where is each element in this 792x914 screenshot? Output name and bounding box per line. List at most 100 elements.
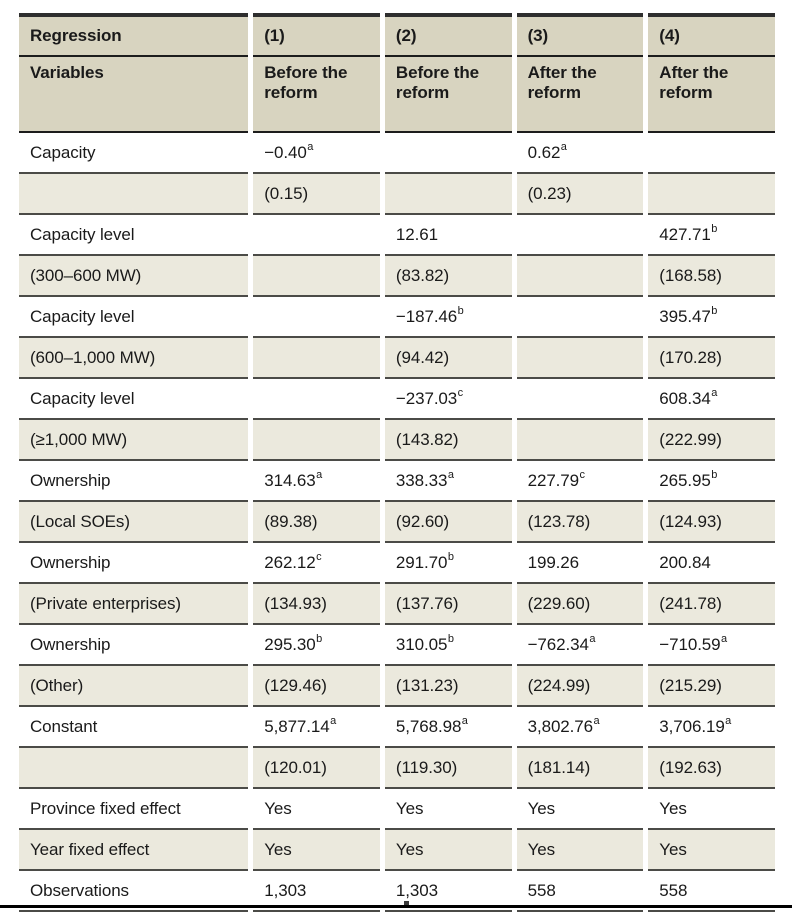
value-cell: (129.46)	[253, 666, 380, 707]
row-label-cell: Year fixed effect	[19, 830, 249, 871]
header-row-variables: Variables Before the reform Before the ref…	[19, 57, 775, 133]
row-label-cell: Ownership	[19, 543, 249, 584]
significance-superscript: a	[447, 468, 454, 481]
table-row: Capacity level −187.46b 395.47b	[19, 297, 775, 338]
row-label-cell: (Other)	[19, 666, 249, 707]
value-cell: (170.28)	[648, 338, 775, 379]
value-cell: (123.78)	[516, 502, 644, 543]
significance-superscript: a	[593, 714, 600, 727]
value-cell	[253, 379, 380, 420]
significance-superscript: a	[560, 140, 567, 153]
value-cell: (241.78)	[648, 584, 775, 625]
value-cell: Yes	[384, 830, 512, 871]
value-cell	[516, 215, 644, 256]
significance-superscript: a	[711, 386, 718, 399]
value-cell: Yes	[253, 830, 380, 871]
significance-superscript: a	[589, 632, 596, 645]
value-cell	[648, 133, 775, 174]
value-cell: 5,768.98a	[384, 707, 512, 748]
value-cell	[516, 379, 644, 420]
row-label-cell	[19, 174, 249, 215]
value-cell: (224.99)	[516, 666, 644, 707]
value-cell	[516, 338, 644, 379]
value-cell: Yes	[648, 789, 775, 830]
value-cell: −762.34a	[516, 625, 644, 666]
table-row: Ownership 314.63a 338.33a 227.79c 265.95b	[19, 461, 775, 502]
significance-superscript: b	[316, 632, 323, 645]
table-row: Ownership 262.12c 291.70b 199.26 200.84	[19, 543, 775, 584]
table-row: Year fixed effect Yes Yes Yes Yes	[19, 830, 775, 871]
significance-superscript: a	[721, 632, 728, 645]
significance-superscript: b	[447, 632, 454, 645]
significance-superscript: b	[711, 222, 718, 235]
value-cell: 199.26	[516, 543, 644, 584]
value-cell	[253, 297, 380, 338]
value-cell: 310.05b	[384, 625, 512, 666]
significance-superscript: a	[316, 468, 323, 481]
header-cell-model-2: (2)	[384, 13, 512, 57]
significance-superscript: b	[447, 550, 454, 563]
row-label-cell: (Private enterprises)	[19, 584, 249, 625]
header-cell-period-4: After the reform	[648, 57, 775, 133]
row-label-cell	[19, 748, 249, 789]
value-cell: (119.30)	[384, 748, 512, 789]
value-cell: Yes	[516, 789, 644, 830]
value-cell: (0.15)	[253, 174, 380, 215]
header-cell-period-3: After the reform	[516, 57, 644, 133]
header-cell-model-1: (1)	[253, 13, 380, 57]
row-label-cell: Capacity level	[19, 297, 249, 338]
table-row: (Other) (129.46) (131.23) (224.99) (215.29)	[19, 666, 775, 707]
cropped-footnote-line	[0, 905, 792, 908]
value-cell	[516, 297, 644, 338]
value-cell	[516, 420, 644, 461]
table-row: (300–600 MW) (83.82) (168.58)	[19, 256, 775, 297]
table-row: Capacity level −237.03c 608.34a	[19, 379, 775, 420]
row-label-cell: (≥1,000 MW)	[19, 420, 249, 461]
significance-superscript: b	[711, 468, 718, 481]
value-cell: 314.63a	[253, 461, 380, 502]
row-label-cell: (600–1,000 MW)	[19, 338, 249, 379]
value-cell: Yes	[384, 789, 512, 830]
regression-table-container: Regression (1) (2) (3) (4) Variables Before t…	[14, 13, 780, 912]
value-cell: (229.60)	[516, 584, 644, 625]
value-cell	[253, 338, 380, 379]
value-cell: 3,706.19a	[648, 707, 775, 748]
value-cell: (192.63)	[648, 748, 775, 789]
value-cell: Yes	[516, 830, 644, 871]
value-cell: (83.82)	[384, 256, 512, 297]
value-cell: (89.38)	[253, 502, 380, 543]
value-cell: 427.71b	[648, 215, 775, 256]
header-cell-period-2: Before the reform	[384, 57, 512, 133]
header-cell-model-3: (3)	[516, 13, 644, 57]
value-cell: 395.47b	[648, 297, 775, 338]
value-cell: (92.60)	[384, 502, 512, 543]
row-label-cell: Constant	[19, 707, 249, 748]
table-row: Ownership 295.30b 310.05b −762.34a −710.59a	[19, 625, 775, 666]
value-cell: −710.59a	[648, 625, 775, 666]
value-cell: (137.76)	[384, 584, 512, 625]
row-label-cell: Capacity	[19, 133, 249, 174]
value-cell: 295.30b	[253, 625, 380, 666]
value-cell: 3,802.76a	[516, 707, 644, 748]
table-row: (0.15) (0.23)	[19, 174, 775, 215]
value-cell: 291.70b	[384, 543, 512, 584]
significance-superscript: b	[457, 304, 464, 317]
header-cell-period-1: Before the reform	[253, 57, 380, 133]
value-cell: 262.12c	[253, 543, 380, 584]
significance-superscript: c	[579, 468, 586, 481]
significance-superscript: a	[725, 714, 732, 727]
value-cell: −187.46b	[384, 297, 512, 338]
value-cell: (181.14)	[516, 748, 644, 789]
value-cell: 265.95b	[648, 461, 775, 502]
value-cell	[384, 133, 512, 174]
table-row: (120.01) (119.30) (181.14) (192.63)	[19, 748, 775, 789]
table-row: (≥1,000 MW) (143.82) (222.99)	[19, 420, 775, 461]
significance-superscript: a	[330, 714, 337, 727]
value-cell: (222.99)	[648, 420, 775, 461]
row-label-cell: (300–600 MW)	[19, 256, 249, 297]
significance-superscript: c	[457, 386, 464, 399]
row-label-cell: Province fixed effect	[19, 789, 249, 830]
significance-superscript: a	[461, 714, 468, 727]
header-cell-variables: Variables	[19, 57, 249, 133]
value-cell: Yes	[648, 830, 775, 871]
